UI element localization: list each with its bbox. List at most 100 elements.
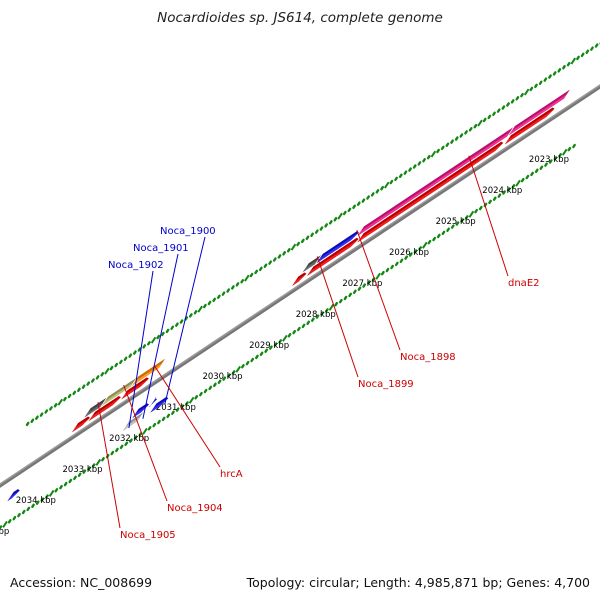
feature-red-arrow[interactable] [357, 141, 504, 243]
inner-scale-ring-major-tick [337, 212, 343, 220]
feature-magenta-arrow[interactable] [357, 127, 514, 236]
inner-scale-ring-minor-tick [81, 384, 86, 389]
inner-scale-ring-minor-tick [137, 347, 142, 352]
outer-scale-ring-minor-tick [231, 370, 236, 375]
inner-scale-ring-minor-tick [520, 92, 524, 98]
inner-scale-ring-minor-tick [464, 130, 468, 135]
outer-scale-ring-minor-tick [199, 391, 203, 397]
outer-scale-ring-minor-tick [380, 270, 385, 276]
inner-scale-ring-minor-tick [44, 409, 49, 414]
inner-scale-ring-minor-tick [576, 55, 580, 61]
inner-scale-ring-minor-tick [202, 303, 207, 309]
outer-scale-ring-minor-tick [530, 171, 534, 177]
inner-scale-ring-minor-tick [496, 108, 501, 113]
outer-scale-ring-major-tick [235, 365, 241, 373]
inner-scale-ring-minor-tick [543, 77, 548, 82]
outer-scale-ring-minor-tick [441, 230, 446, 236]
feature-blue-arrow[interactable] [7, 489, 20, 502]
backbone-line [0, 85, 600, 488]
feature-label[interactable]: Noca_1904 [167, 503, 223, 514]
inner-scale-ring-minor-tick [133, 350, 137, 355]
inner-scale-ring-minor-tick [268, 260, 273, 265]
outer-scale-ring-minor-tick [502, 190, 506, 195]
inner-scale-ring-minor-tick [585, 49, 590, 54]
feature-label[interactable]: Noca_1902 [108, 260, 164, 271]
label-leader-line [164, 236, 206, 405]
outer-scale-ring-minor-tick [390, 264, 395, 270]
outer-scale-ring-minor-tick [315, 314, 320, 319]
outer-scale-ring-minor-tick [394, 261, 399, 267]
outer-scale-ring-minor-tick [264, 348, 269, 353]
inner-scale-ring-minor-tick [590, 46, 594, 51]
outer-scale-ring-major-tick [188, 396, 195, 404]
outer-scale-ring-minor-tick [175, 407, 180, 412]
feature-red-arrow[interactable] [504, 107, 555, 145]
outer-scale-ring-minor-tick [506, 187, 511, 192]
feature-magenta-arrow[interactable] [508, 89, 571, 136]
inner-scale-ring-major-tick [430, 150, 437, 158]
inner-scale-ring-minor-tick [403, 170, 408, 175]
outer-scale-ring-major-tick [282, 334, 288, 342]
feature-label[interactable]: Noca_1899 [358, 379, 414, 390]
feature-label[interactable]: Noca_1900 [160, 226, 216, 237]
inner-scale-ring-minor-tick [352, 204, 356, 209]
inner-scale-ring-minor-tick [305, 235, 310, 241]
feature-olive-arrow[interactable] [102, 377, 137, 406]
inner-scale-ring-minor-tick [361, 198, 366, 203]
feature-red-arrow[interactable] [307, 237, 359, 276]
inner-scale-ring-minor-tick [100, 372, 105, 377]
inner-scale-ring-minor-tick [189, 313, 193, 318]
feature-label[interactable]: Noca_1905 [120, 530, 176, 541]
inner-scale-ring-minor-tick [230, 285, 235, 290]
outer-scale-ring-minor-tick [222, 376, 227, 381]
inner-scale-ring-minor-tick [440, 145, 445, 151]
feature-blue-arrow[interactable] [148, 397, 157, 408]
outer-scale-ring-major-tick [48, 489, 55, 497]
tick-label: 2029 kbp [249, 341, 289, 351]
feature-label[interactable]: dnaE2 [508, 278, 540, 289]
feature-label[interactable]: Noca_1901 [133, 243, 189, 254]
tick-label: 2024 kbp [482, 186, 522, 196]
feature-red-arrow[interactable] [72, 416, 91, 433]
inner-scale-ring-minor-tick [77, 387, 81, 392]
inner-scale-ring-minor-tick [356, 201, 361, 206]
outer-scale-ring-minor-tick [185, 401, 189, 406]
feature-red-arrow[interactable] [88, 395, 121, 422]
inner-scale-ring-minor-tick [422, 158, 426, 163]
feature-orange-arrow[interactable] [132, 358, 166, 386]
scale-ticks [0, 42, 600, 530]
outer-scale-ring-minor-tick [511, 184, 516, 189]
feature-label[interactable]: hrcA [220, 469, 243, 480]
inner-scale-ring-minor-tick [333, 216, 338, 222]
outer-scale-ring-minor-tick [161, 416, 166, 422]
inner-scale-ring-minor-tick [193, 310, 198, 315]
feature-blue-arrow[interactable] [316, 231, 359, 263]
feature-blue-arrow[interactable] [150, 396, 169, 413]
outer-scale-ring-minor-tick [301, 323, 306, 329]
outer-scale-ring-minor-tick [124, 441, 129, 446]
inner-scale-ring-minor-tick [25, 421, 30, 427]
outer-scale-ring-minor-tick [385, 267, 390, 273]
inner-scale-ring-minor-tick [296, 241, 301, 247]
outer-scale-ring-major-tick [142, 427, 148, 435]
feature-red-arrow[interactable] [292, 272, 307, 286]
outer-scale-ring-minor-tick [296, 326, 301, 332]
inner-scale-ring-minor-tick [398, 173, 403, 178]
outer-scale-ring-minor-tick [427, 239, 432, 245]
outer-scale-ring-minor-tick [436, 233, 441, 239]
inner-scale-ring-minor-tick [473, 123, 478, 129]
feature-label[interactable]: Noca_1898 [400, 352, 456, 363]
inner-scale-ring-minor-tick [119, 359, 123, 365]
inner-scale-ring-minor-tick [216, 294, 221, 299]
outer-scale-ring-minor-tick [488, 199, 492, 205]
feature-gray-arrow[interactable] [302, 255, 321, 273]
inner-scale-ring-minor-tick [179, 319, 184, 324]
outer-scale-ring-minor-tick [343, 295, 348, 301]
outer-scale-ring-minor-tick [17, 512, 21, 518]
inner-scale-ring-minor-tick [450, 139, 454, 144]
feature-lightgray-arrow[interactable] [122, 412, 144, 431]
outer-scale-ring-minor-tick [413, 249, 418, 254]
outer-scale-ring-minor-tick [119, 444, 124, 450]
outer-scale-ring-minor-tick [278, 339, 283, 344]
